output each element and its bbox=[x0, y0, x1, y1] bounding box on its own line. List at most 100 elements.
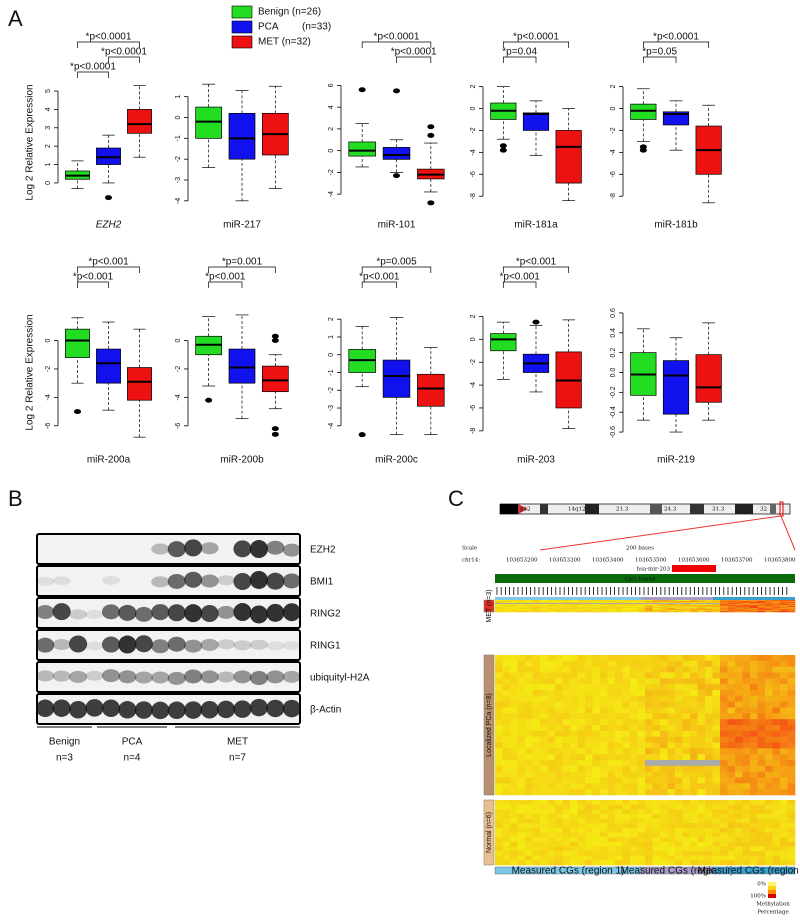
heat-cell bbox=[772, 608, 781, 610]
heat-cell bbox=[780, 600, 788, 602]
heat-cell bbox=[555, 607, 563, 609]
outlier bbox=[532, 319, 540, 325]
heat-cell bbox=[615, 701, 623, 708]
heat-cell bbox=[517, 604, 526, 606]
heat-cell bbox=[540, 832, 548, 838]
heat-cell bbox=[645, 690, 653, 697]
heat-cell bbox=[495, 605, 503, 607]
heat-cell bbox=[510, 748, 518, 755]
heat-cell bbox=[577, 736, 586, 743]
heat-cell bbox=[742, 760, 751, 767]
heat-cell bbox=[697, 666, 706, 673]
heat-cell bbox=[622, 695, 631, 702]
heat-cell bbox=[690, 655, 698, 662]
heat-cell bbox=[615, 655, 623, 662]
heat-cell bbox=[645, 725, 653, 732]
heat-cell bbox=[562, 730, 571, 737]
heat-cell bbox=[645, 607, 653, 609]
heat-cell bbox=[660, 841, 668, 847]
heat-cell bbox=[742, 813, 751, 819]
heat-cell bbox=[577, 818, 586, 824]
heat-cell bbox=[570, 754, 578, 761]
x-axis-label: miR-203 bbox=[517, 455, 555, 466]
heat-cell bbox=[667, 818, 676, 824]
heat-cell bbox=[570, 606, 578, 608]
blot-band bbox=[151, 576, 170, 588]
heat-cell bbox=[645, 783, 653, 790]
heat-cell bbox=[562, 832, 571, 838]
heat-cell bbox=[735, 695, 743, 702]
heat-cell bbox=[772, 777, 781, 784]
heat-cell bbox=[540, 777, 548, 784]
heat-cell bbox=[645, 760, 653, 767]
heat-cell bbox=[720, 818, 728, 824]
heat-cell bbox=[697, 754, 706, 761]
heat-cell bbox=[600, 672, 608, 679]
heat-cell bbox=[712, 666, 721, 673]
heat-cell bbox=[600, 609, 608, 611]
heat-cell bbox=[712, 809, 721, 815]
heat-cell bbox=[660, 725, 668, 732]
heat-cell bbox=[727, 719, 736, 726]
heat-cell bbox=[600, 603, 608, 605]
heat-cell bbox=[697, 660, 706, 667]
heat-cell bbox=[600, 789, 608, 796]
legend-label: Benign (n=26) bbox=[258, 7, 321, 18]
y-tick-label: 1 bbox=[45, 163, 52, 167]
heat-cell bbox=[720, 707, 728, 714]
heat-cell bbox=[705, 846, 713, 852]
heat-cell bbox=[637, 813, 646, 819]
heat-cell bbox=[772, 690, 781, 697]
heat-cell bbox=[577, 655, 586, 662]
significance-bracket bbox=[502, 56, 537, 63]
heat-cell bbox=[667, 846, 676, 852]
heat-cell bbox=[547, 818, 556, 824]
heat-cell bbox=[540, 672, 548, 679]
heat-cell bbox=[517, 607, 526, 609]
heat-cell bbox=[735, 603, 743, 605]
box bbox=[127, 367, 152, 401]
heat-cell bbox=[750, 600, 758, 602]
heat-cell bbox=[622, 672, 631, 679]
heat-cell bbox=[645, 742, 653, 749]
heat-cell bbox=[772, 719, 781, 726]
heat-cell bbox=[750, 719, 758, 726]
y-tick-label: -0.2 bbox=[610, 386, 617, 398]
heat-cell bbox=[705, 600, 713, 602]
heat-cell bbox=[622, 760, 631, 767]
heat-cell bbox=[600, 707, 608, 714]
heat-cell bbox=[502, 837, 511, 843]
heat-cell bbox=[555, 610, 563, 612]
heat-cell bbox=[757, 666, 766, 673]
box bbox=[228, 348, 256, 384]
y-tick-label: 5 bbox=[45, 89, 52, 93]
heat-cell bbox=[510, 813, 518, 819]
heat-cell bbox=[555, 695, 563, 702]
heat-cell bbox=[630, 800, 638, 805]
heat-cell bbox=[495, 813, 503, 819]
heat-cell bbox=[727, 601, 736, 603]
heat-cell bbox=[787, 600, 796, 602]
heat-cell bbox=[682, 707, 691, 714]
heat-cell bbox=[555, 855, 563, 861]
heat-cell bbox=[667, 602, 676, 604]
significance-bracket bbox=[108, 56, 140, 63]
heat-cell bbox=[705, 832, 713, 838]
blot-band bbox=[118, 670, 137, 684]
heat-cell bbox=[577, 765, 586, 772]
heat-cell bbox=[652, 684, 661, 691]
heat-cell bbox=[667, 832, 676, 838]
p-value: *p<0.0001 bbox=[513, 32, 559, 43]
blot-band bbox=[85, 699, 104, 717]
heat-cell bbox=[675, 701, 683, 708]
heat-cell bbox=[577, 754, 586, 761]
x-axis-label: miR-219 bbox=[657, 455, 695, 466]
heat-cell bbox=[585, 600, 593, 602]
heat-cell bbox=[540, 666, 548, 673]
heat-cell bbox=[645, 855, 653, 861]
heat-cell bbox=[577, 841, 586, 847]
heat-cell bbox=[532, 742, 541, 749]
heat-cell bbox=[720, 736, 728, 743]
heat-cell bbox=[735, 800, 743, 805]
heat-cell bbox=[585, 606, 593, 608]
